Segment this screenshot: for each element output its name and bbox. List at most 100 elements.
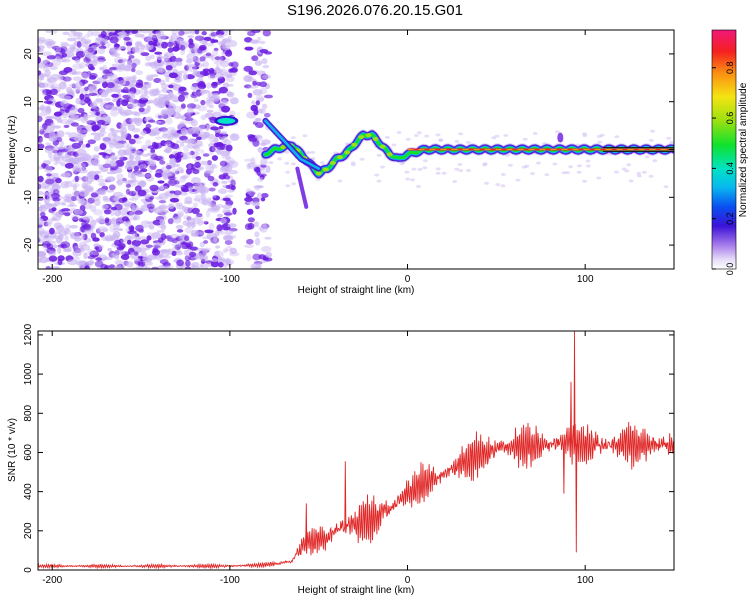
noise-dot — [222, 82, 230, 88]
noise-dot — [55, 93, 65, 97]
noise-dot — [117, 65, 123, 70]
noise-dot — [57, 246, 62, 254]
noise-dot — [157, 33, 167, 40]
noise-dot — [72, 71, 83, 75]
noise-dot — [175, 224, 184, 230]
noise-dot — [220, 103, 226, 107]
noise-dot — [50, 88, 58, 96]
noise-dot — [416, 184, 421, 188]
noise-dot — [189, 251, 197, 258]
noise-dot — [57, 74, 63, 81]
noise-dot — [225, 75, 235, 83]
noise-dot — [491, 136, 497, 140]
noise-dot — [78, 62, 86, 69]
noise-dot — [38, 56, 41, 64]
noise-dot — [208, 67, 215, 74]
noise-dot — [105, 88, 113, 94]
noise-dot — [227, 223, 237, 228]
noise-dot — [134, 140, 142, 144]
noise-dot — [128, 55, 135, 59]
noise-dot — [194, 35, 205, 41]
noise-dot — [107, 248, 113, 252]
noise-dot — [130, 207, 137, 213]
noise-dot — [129, 197, 139, 201]
noise-dot — [90, 232, 97, 240]
noise-dot — [140, 180, 146, 188]
noise-dot — [99, 231, 105, 238]
noise-dot — [173, 216, 182, 224]
noise-dot — [80, 37, 87, 44]
noise-dot — [192, 83, 199, 89]
noise-dot — [128, 146, 137, 150]
y-tick-label: 1200 — [23, 323, 34, 346]
noise-dot — [41, 237, 52, 244]
noise-dot — [73, 31, 83, 37]
noise-dot — [140, 220, 151, 228]
noise-dot — [64, 51, 75, 58]
noise-dot — [60, 162, 66, 167]
noise-dot — [102, 195, 109, 201]
snr-series-line — [38, 331, 674, 570]
noise-dot — [222, 174, 231, 180]
noise-dot — [262, 223, 267, 228]
noise-dot — [56, 118, 63, 124]
noise-dot — [208, 95, 220, 103]
noise-dot — [141, 144, 148, 151]
noise-dot — [109, 66, 118, 71]
noise-dot — [218, 86, 228, 94]
noise-dot — [62, 112, 69, 119]
noise-dot — [190, 119, 198, 127]
noise-dot — [211, 49, 219, 56]
noise-dot — [128, 81, 138, 88]
noise-dot — [80, 116, 88, 123]
noise-dot — [140, 168, 148, 173]
noise-dot — [90, 132, 100, 136]
noise-dot — [98, 215, 104, 220]
noise-dot — [105, 176, 115, 183]
colorbar: 0.0 0.2 0.4 0.6 0.8 Normalized spectral ampl… — [711, 29, 749, 275]
noise-dot — [210, 38, 216, 44]
noise-dot — [252, 201, 260, 207]
noise-dot — [87, 47, 94, 53]
noise-dot — [156, 54, 164, 61]
noise-dot — [69, 201, 75, 207]
noise-dot — [166, 41, 174, 48]
noise-dot — [441, 171, 447, 175]
y-tick-label: 400 — [23, 483, 34, 500]
noise-dot — [65, 158, 74, 163]
noise-dot — [350, 161, 356, 165]
noise-dot — [176, 76, 183, 83]
noise-dot — [127, 239, 132, 245]
noise-dot — [115, 67, 126, 72]
noise-dot — [134, 118, 142, 126]
noise-dot — [184, 120, 195, 124]
noise-dot — [218, 68, 228, 76]
noise-dot — [179, 141, 185, 147]
noise-dot — [63, 124, 70, 128]
noise-dot — [200, 160, 209, 166]
noise-dot — [306, 151, 311, 155]
noise-dot — [87, 248, 94, 256]
noise-dot — [482, 162, 488, 166]
noise-dot — [67, 37, 77, 42]
noise-dot — [416, 131, 422, 135]
noise-dot — [97, 226, 108, 233]
noise-dot — [247, 92, 253, 98]
noise-dot — [206, 109, 214, 113]
noise-dot — [522, 137, 528, 141]
noise-dot — [227, 160, 234, 167]
noise-dot — [187, 141, 197, 149]
noise-dot — [114, 249, 120, 256]
noise-dot — [212, 182, 219, 187]
noise-scatter — [38, 30, 674, 269]
noise-dot — [262, 170, 267, 175]
noise-dot — [169, 55, 177, 63]
noise-dot — [110, 110, 119, 117]
noise-dot — [243, 75, 252, 82]
noise-dot — [109, 36, 119, 44]
noise-dot — [185, 168, 193, 175]
noise-dot — [164, 265, 171, 269]
noise-dot — [51, 59, 61, 67]
noise-dot — [147, 232, 154, 236]
noise-dot — [88, 92, 98, 96]
